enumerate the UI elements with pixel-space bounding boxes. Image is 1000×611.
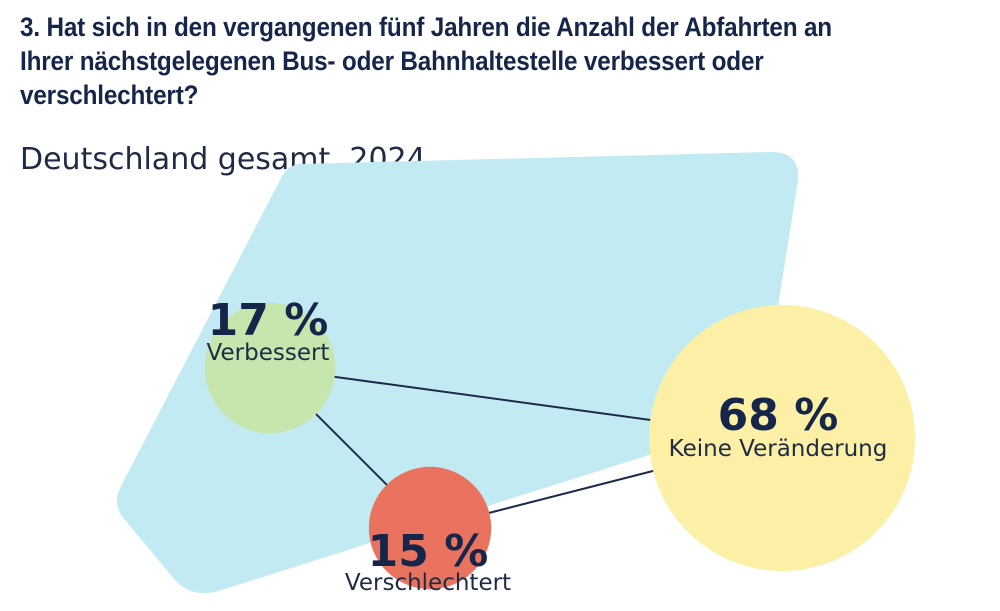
bubble-verschlechtert [368, 466, 492, 590]
category-label-2: Keine Veränderung [669, 436, 888, 462]
value-label-0: 17 % [208, 295, 329, 346]
bubble-keine-veränderung [649, 305, 915, 571]
question-title-line: Ihrer nächstgelegenen Bus- oder Bahnhalt… [20, 46, 764, 76]
question-title: 3. Hat sich in den vergangenen fünf Jahr… [20, 10, 884, 112]
bubble-verbessert [204, 302, 336, 434]
value-label-1: 15 % [368, 526, 489, 577]
category-label-1: Verschlechtert [345, 570, 511, 596]
bubble-group [204, 302, 915, 590]
value-label-2: 68 % [718, 390, 839, 441]
background-shape [116, 151, 799, 594]
question-title-line: 3. Hat sich in den vergangenen fünf Jahr… [20, 12, 832, 42]
label-group: 17 %Verbessert 15 %Verschlechtert 68 %Kein… [207, 295, 888, 596]
category-label-0: Verbessert [207, 340, 330, 366]
question-title-line: verschlechtert? [20, 80, 199, 110]
